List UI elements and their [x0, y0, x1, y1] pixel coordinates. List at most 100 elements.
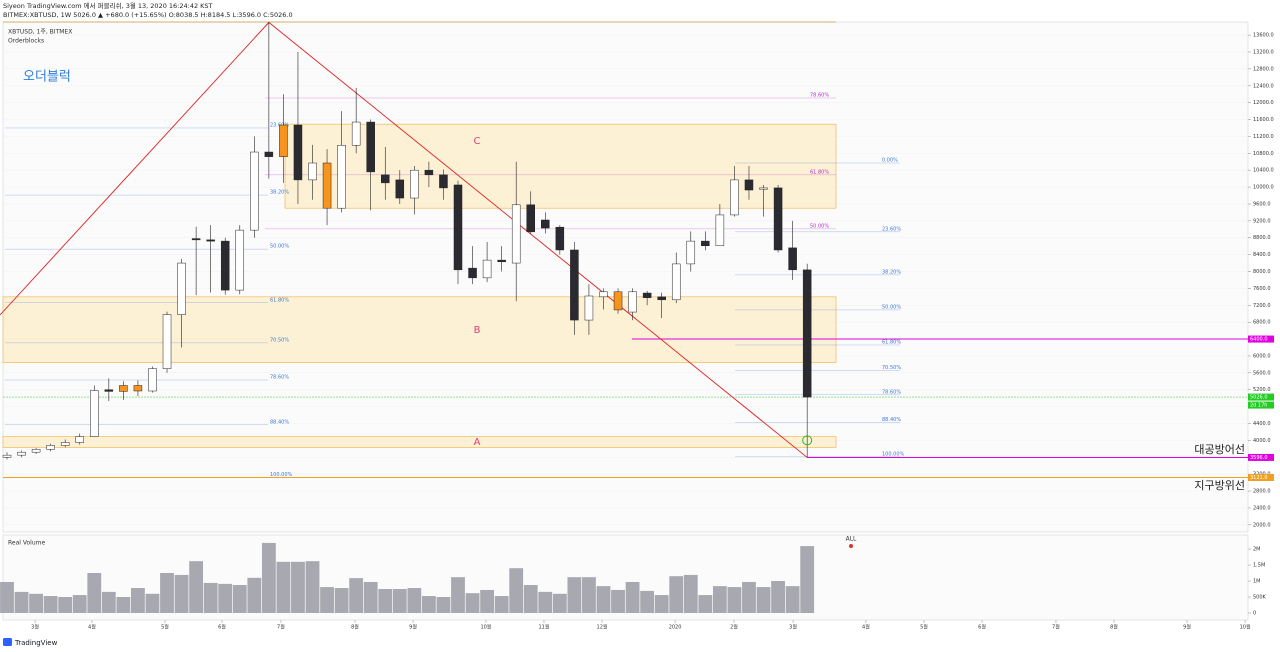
volume-bar	[698, 595, 713, 613]
candle-body	[381, 174, 390, 184]
y-tick-label: 8000.0	[1253, 269, 1271, 275]
volume-bar	[407, 588, 422, 613]
price-tag-label: 6400.0	[1250, 337, 1268, 343]
candle-body	[46, 445, 55, 450]
volume-bar	[611, 589, 625, 613]
volume-bar	[320, 587, 334, 613]
marker-dot	[849, 544, 853, 548]
fib-label: 70.50%	[270, 337, 289, 343]
price-tag	[1248, 453, 1274, 461]
candle-body	[279, 124, 288, 157]
volume-bar	[334, 588, 349, 613]
candle-body	[90, 390, 99, 437]
candle-body	[264, 151, 274, 157]
candle-body	[599, 291, 608, 298]
volume-bar	[160, 573, 174, 613]
x-tick-label: 4월	[88, 624, 96, 631]
x-tick-label: 9월	[409, 624, 417, 631]
price-tag-label: 3121.0	[1250, 475, 1268, 481]
candle-body	[322, 162, 332, 209]
volume-bar	[305, 561, 320, 613]
logo[interactable]: TradingView	[14, 639, 58, 647]
price-tag-label: 3596.0	[1250, 455, 1268, 461]
y-tick-label: 6000.0	[1253, 353, 1271, 359]
volume-bar	[800, 546, 815, 613]
volume-bar	[87, 573, 102, 613]
volume-bar	[683, 574, 698, 613]
y-tick-label: 4000.0	[1253, 438, 1271, 444]
candle-body	[468, 267, 477, 279]
candle-body	[701, 240, 710, 247]
candle-body	[206, 239, 215, 242]
x-tick-label: 7월	[1052, 624, 1060, 631]
candle-body	[744, 179, 754, 191]
candle-body	[148, 368, 157, 392]
candle-body	[482, 259, 492, 279]
candle-body	[555, 226, 565, 251]
y-tick-label: 9200.0	[1253, 218, 1271, 224]
candle-body	[541, 219, 550, 229]
zone-label: C	[474, 136, 481, 147]
candle-body	[511, 204, 521, 264]
fib-label: 61.80%	[810, 169, 829, 175]
volume-bar	[29, 593, 43, 613]
candle-body	[730, 179, 739, 216]
candle-body	[75, 436, 84, 443]
volume-bar	[14, 591, 29, 613]
zone-label: B	[474, 325, 481, 336]
zone-label: A	[474, 437, 481, 448]
y-tick-label: 5600.0	[1253, 370, 1271, 376]
volume-bar	[349, 578, 364, 613]
volume-bar	[494, 596, 509, 613]
volume-bar	[261, 542, 276, 613]
candle-body	[788, 247, 797, 271]
candle-body	[424, 169, 434, 176]
candle-body	[60, 442, 70, 446]
x-tick-label: 6월	[218, 624, 226, 631]
volume-bar	[596, 586, 611, 613]
x-tick-label: 6월	[978, 624, 986, 631]
x-tick-label: 8월	[1110, 624, 1118, 631]
y-tick-label: 10000.0	[1253, 185, 1274, 191]
logo-icon	[3, 638, 12, 646]
x-tick-label: 2020	[669, 625, 682, 631]
candle-body	[613, 291, 623, 311]
note: 오더블럭	[23, 70, 71, 85]
x-tick-label: 7월	[277, 624, 285, 631]
volume-bar	[669, 576, 684, 613]
candle-body	[657, 296, 666, 301]
y-tick-label: 1.5M	[1253, 563, 1265, 569]
y-tick-label: 500K	[1253, 595, 1267, 601]
fib-label: 78.60%	[810, 92, 829, 98]
order-block	[2, 296, 837, 364]
candle-body	[453, 184, 463, 271]
y-tick-label: 12400.0	[1253, 83, 1274, 89]
defense-line: 지구방위선	[1194, 479, 1245, 492]
volume-bar	[523, 585, 538, 613]
volume-bar	[189, 561, 204, 613]
candle-body	[191, 238, 201, 241]
volume-bar	[538, 591, 553, 613]
x-tick-label: 3월	[31, 624, 39, 631]
y-tick-label: 0	[1253, 611, 1256, 617]
x-tick-label: 5월	[920, 624, 928, 631]
fib-label: 88.40%	[270, 419, 289, 425]
candle-body	[715, 214, 725, 247]
volume-bar	[654, 595, 669, 613]
y-tick-label: 7200.0	[1253, 303, 1271, 309]
candle-body	[366, 121, 375, 173]
price-pane	[2, 21, 1249, 533]
volume-bar	[43, 596, 58, 613]
volume-bar	[567, 577, 582, 613]
candle-body	[439, 174, 448, 189]
volume-title: Real Volume	[8, 540, 45, 547]
header-line1: Siyeon TradingView.com 에서 퍼블리쉬, 3월 13, 2…	[3, 1, 213, 10]
x-tick-label: 4월	[862, 624, 870, 631]
fib-label: 50.00%	[270, 244, 289, 250]
candle-body	[293, 124, 303, 181]
y-tick-label: 9600.0	[1253, 201, 1271, 207]
price-tag	[1248, 393, 1274, 401]
volume-bar	[203, 582, 218, 613]
y-tick-label: 8400.0	[1253, 252, 1271, 258]
